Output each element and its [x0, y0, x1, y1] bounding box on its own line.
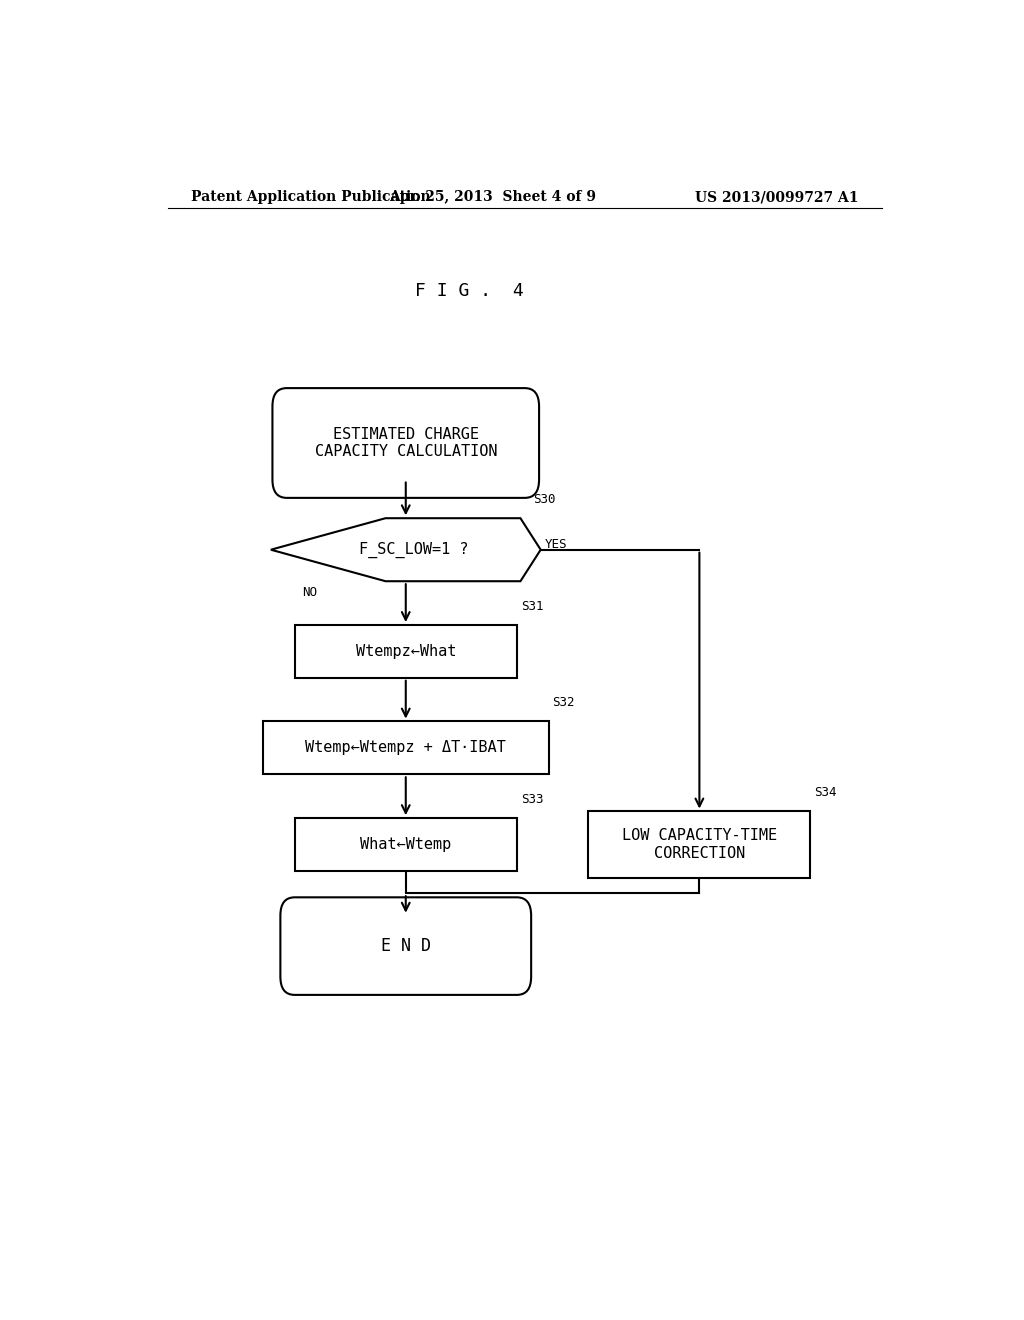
Text: Apr. 25, 2013  Sheet 4 of 9: Apr. 25, 2013 Sheet 4 of 9 [389, 190, 597, 205]
Text: S32: S32 [553, 696, 575, 709]
Text: S30: S30 [532, 492, 555, 506]
FancyBboxPatch shape [281, 898, 531, 995]
Text: ESTIMATED CHARGE
CAPACITY CALCULATION: ESTIMATED CHARGE CAPACITY CALCULATION [314, 426, 497, 459]
Text: What←Wtemp: What←Wtemp [360, 837, 452, 851]
Text: Wtemp←Wtempz + ΔT·IBAT: Wtemp←Wtempz + ΔT·IBAT [305, 741, 506, 755]
Bar [295, 624, 517, 677]
Text: US 2013/0099727 A1: US 2013/0099727 A1 [694, 190, 858, 205]
Text: NO: NO [303, 586, 317, 599]
FancyBboxPatch shape [272, 388, 539, 498]
Text: F I G .  4: F I G . 4 [415, 281, 523, 300]
Text: YES: YES [545, 539, 567, 552]
Text: LOW CAPACITY-TIME
CORRECTION: LOW CAPACITY-TIME CORRECTION [622, 828, 777, 861]
Bar [588, 812, 811, 878]
Text: S31: S31 [521, 599, 544, 612]
Bar [263, 722, 549, 775]
Text: F_SC_LOW=1 ?: F_SC_LOW=1 ? [359, 541, 468, 558]
Text: E N D: E N D [381, 937, 431, 956]
Bar [295, 818, 517, 871]
Text: S34: S34 [814, 787, 837, 799]
Text: Wtempz←What: Wtempz←What [355, 644, 456, 659]
Polygon shape [270, 519, 541, 581]
Text: Patent Application Publication: Patent Application Publication [191, 190, 431, 205]
Text: S33: S33 [521, 793, 544, 805]
